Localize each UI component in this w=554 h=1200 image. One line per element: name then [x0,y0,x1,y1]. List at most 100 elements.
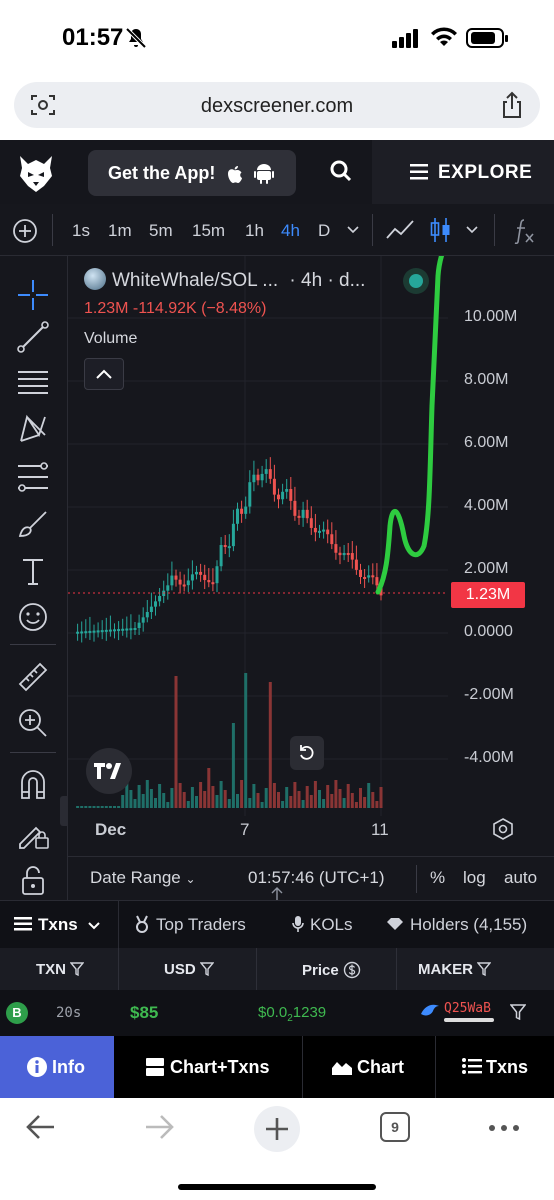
unlock-icon[interactable] [16,862,50,896]
candle [203,574,207,581]
reset-chart-button[interactable] [290,736,324,770]
tab-switcher-button[interactable]: 9 [380,1112,410,1142]
chevron-down-icon[interactable] [347,226,359,234]
table-row[interactable]: B 20s $85 $0.021239 Q25WaB [0,990,554,1036]
tab-holders[interactable]: Holders (4,155) [386,915,527,935]
tab-kols[interactable]: KOLs [292,915,353,935]
zoom-in-icon[interactable] [16,706,50,740]
emoji-icon[interactable] [16,600,50,634]
candle [363,576,367,579]
chart-canvas[interactable] [68,256,554,856]
ruler-icon[interactable] [16,660,50,694]
x-tick: Dec [95,820,127,839]
address-field[interactable]: dexscreener.com [14,82,540,128]
volume-bar [96,806,100,808]
y-tick: 4.00M [464,497,509,514]
y-tick: 0.0000 [464,623,513,640]
candle [350,553,354,560]
percent-toggle[interactable]: % [430,868,446,887]
toolbar-divider [372,214,373,246]
date-range-button[interactable]: Date Range ⌄ [90,868,196,888]
rail-divider [10,644,56,645]
log-toggle[interactable]: log [463,868,486,887]
share-icon[interactable] [500,91,524,119]
timeframe-1h[interactable]: 1h [245,221,264,240]
col-usd[interactable]: USD [164,961,215,978]
tab-txns[interactable]: Txns [14,915,101,935]
tab-top-traders[interactable]: Top Traders [134,915,246,935]
tab-top-traders-label: Top Traders [156,915,246,934]
tradingview-logo-icon[interactable] [86,748,132,794]
col-price[interactable]: Price [302,961,361,979]
line-chart-icon[interactable] [385,218,415,242]
camera-scan-icon[interactable] [30,93,56,117]
trend-line-icon[interactable] [16,320,50,354]
magnet-icon[interactable] [16,768,50,802]
text-tool-icon[interactable] [16,554,50,588]
get-app-button[interactable]: Get the App! [88,150,296,196]
volume-bar [322,799,326,808]
rail-collapse-handle[interactable] [60,796,70,826]
filter-icon[interactable] [510,1004,526,1020]
volume-bar [174,676,178,808]
info-icon [27,1057,47,1077]
timeframe-d[interactable]: D [318,221,331,240]
add-indicator-icon[interactable] [12,218,38,244]
candle [145,612,149,618]
search-icon[interactable] [330,160,352,182]
timeframe-1s[interactable]: 1s [72,221,90,240]
candle [113,629,116,632]
more-options-icon[interactable] [488,1124,520,1132]
toolbar-divider [494,214,495,246]
chart-legend[interactable]: WhiteWhale/SOL ... · 4h · d... [84,268,365,292]
candles-icon[interactable] [430,216,452,244]
back-arrow-icon[interactable] [26,1114,56,1140]
candle [182,584,186,587]
nav-info[interactable]: Info [0,1036,114,1098]
toolbar-divider [52,214,53,246]
clock-time[interactable]: 01:57:46 (UTC+1) [248,868,385,887]
maker-address[interactable]: Q25WaB [444,1001,491,1016]
crosshair-icon[interactable] [16,278,50,312]
explore-button[interactable]: EXPLORE [372,140,554,204]
timeframe-1m[interactable]: 1m [108,221,132,240]
bottom-nav: Info Chart+Txns Chart Txns [0,1036,554,1098]
col-maker[interactable]: MAKER [418,961,492,978]
volume-bar [137,785,141,808]
nav-txns[interactable]: Txns [436,1036,554,1098]
chart-settings-icon[interactable] [492,818,514,840]
y-tick: 6.00M [464,434,509,451]
volume-bar [92,806,96,808]
candle [346,552,350,555]
timeframe-4h[interactable]: 4h [281,221,300,240]
col-divider [396,948,397,990]
candle [260,473,264,481]
candle [154,601,157,607]
auto-toggle[interactable]: auto [504,868,538,887]
timeframe-15m[interactable]: 15m [192,221,226,240]
timeframe-5m[interactable]: 5m [149,221,173,240]
candle [108,629,112,632]
clock: 01:57 [62,24,124,51]
function-fx-icon[interactable] [512,218,536,244]
nav-chart-txns[interactable]: Chart+Txns [114,1036,302,1098]
candle [322,529,326,532]
txn-usd: $85 [130,1003,159,1022]
hand-drawn-annotation [375,256,445,595]
volume-bar [195,796,198,808]
volume-bar [100,806,104,808]
forward-arrow-icon[interactable] [144,1114,174,1140]
collapse-legend-button[interactable] [84,358,124,390]
horizontal-lines-icon[interactable] [16,366,50,400]
lock-pencil-icon[interactable] [16,816,50,850]
txn-price: $0.021239 [258,1004,326,1024]
new-tab-button[interactable] [254,1106,300,1152]
col-txn[interactable]: TXN [36,961,85,978]
pattern-icon[interactable] [16,412,50,446]
chevron-down-icon[interactable] [466,226,478,234]
fib-projection-icon[interactable] [16,460,50,494]
dexscreener-logo-icon[interactable] [16,154,56,192]
nav-chart[interactable]: Chart [303,1036,435,1098]
volume-bar [297,791,301,808]
brush-icon[interactable] [16,508,50,542]
